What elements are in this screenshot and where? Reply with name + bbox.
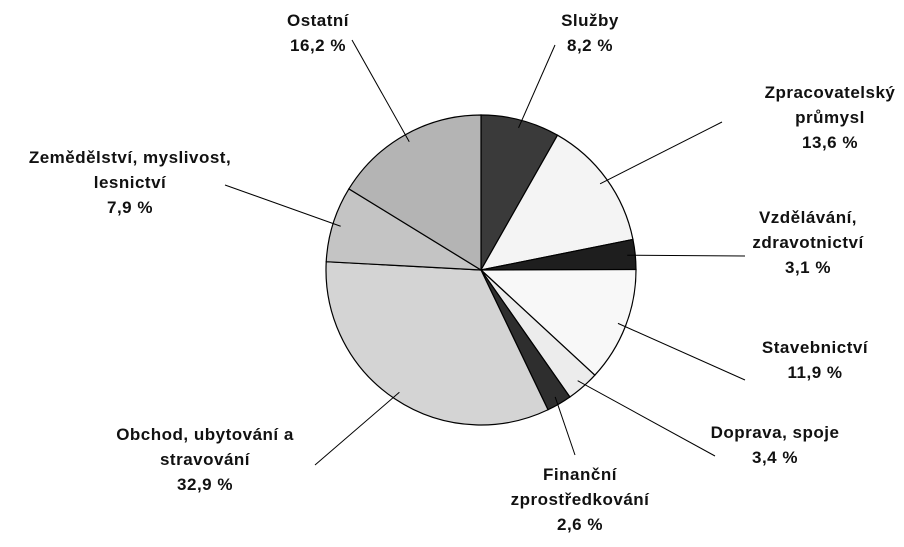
category-label: Zemědělství, myslivost, lesnictví bbox=[28, 148, 232, 192]
slice-label: Ostatní 16,2 % bbox=[258, 8, 378, 58]
value-label: 8,2 % bbox=[567, 36, 613, 55]
value-label: 3,1 % bbox=[785, 258, 831, 277]
leader-line bbox=[224, 184, 341, 227]
value-label: 3,4 % bbox=[752, 448, 798, 467]
leader-line bbox=[617, 322, 746, 381]
slice-label: Zpracovatelský průmysl 13,6 % bbox=[745, 80, 904, 155]
slice-label: Stavebnictví 11,9 % bbox=[740, 335, 890, 385]
category-label: Obchod, ubytování a stravování bbox=[116, 425, 294, 469]
leader-line bbox=[351, 39, 410, 142]
slice-label: Služby 8,2 % bbox=[530, 8, 650, 58]
slice-label: Obchod, ubytování a stravování 32,9 % bbox=[105, 422, 305, 497]
value-label: 32,9 % bbox=[177, 475, 233, 494]
category-label: Stavebnictví bbox=[761, 338, 869, 357]
leader-line bbox=[599, 121, 723, 185]
leader-line bbox=[627, 254, 746, 257]
category-label: Služby bbox=[561, 11, 619, 30]
category-label: Vzdělávání, zdravotnictví bbox=[752, 208, 864, 252]
category-label: Zpracovatelský průmysl bbox=[764, 83, 896, 127]
value-label: 16,2 % bbox=[290, 36, 346, 55]
slice-label: Finanční zprostředkování 2,6 % bbox=[485, 462, 675, 537]
slice-label: Doprava, spoje 3,4 % bbox=[675, 420, 875, 470]
category-label: Doprava, spoje bbox=[710, 423, 840, 442]
slice-label: Vzdělávání, zdravotnictví 3,1 % bbox=[733, 205, 883, 280]
value-label: 7,9 % bbox=[107, 198, 153, 217]
category-label: Ostatní bbox=[286, 11, 350, 30]
slice-label: Zemědělství, myslivost, lesnictví 7,9 % bbox=[25, 145, 235, 220]
pie-slice bbox=[479, 134, 634, 271]
value-label: 11,9 % bbox=[787, 363, 843, 382]
category-label: Finanční zprostředkování bbox=[510, 465, 650, 509]
leader-line bbox=[554, 396, 576, 456]
pie-slice bbox=[325, 261, 549, 426]
value-label: 2,6 % bbox=[557, 515, 603, 534]
value-label: 13,6 % bbox=[802, 133, 858, 152]
leader-line bbox=[518, 44, 556, 129]
leader-line bbox=[577, 380, 716, 457]
leader-line bbox=[314, 391, 400, 466]
